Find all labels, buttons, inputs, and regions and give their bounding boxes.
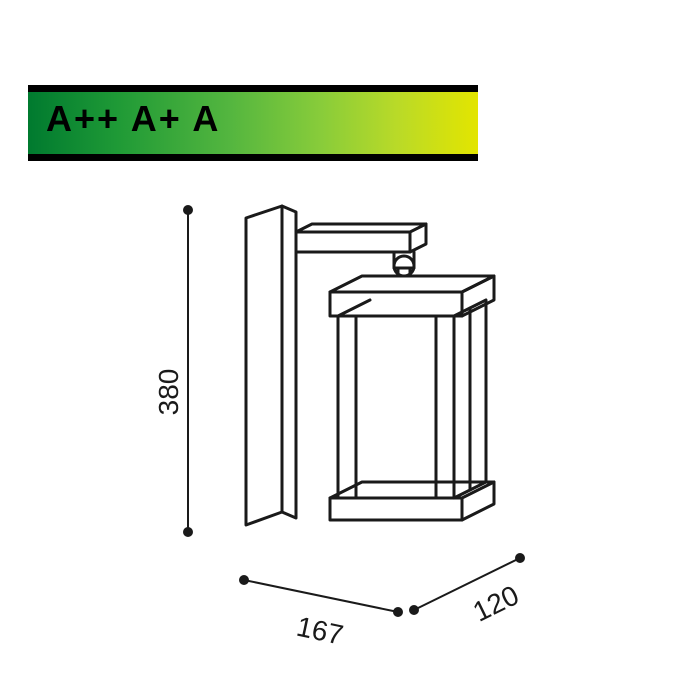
dim-height-label: 380 — [153, 369, 184, 416]
mount-arm — [296, 224, 426, 276]
dim-width-label: 120 — [468, 579, 524, 627]
dim-depth — [240, 576, 402, 616]
lantern-body — [330, 300, 494, 520]
dim-height — [184, 206, 192, 536]
dim-depth-label: 167 — [294, 611, 346, 651]
wall-plate-side — [282, 206, 296, 518]
wall-plate — [246, 206, 282, 525]
energy-rating-text: A++ A+ A — [46, 98, 220, 140]
